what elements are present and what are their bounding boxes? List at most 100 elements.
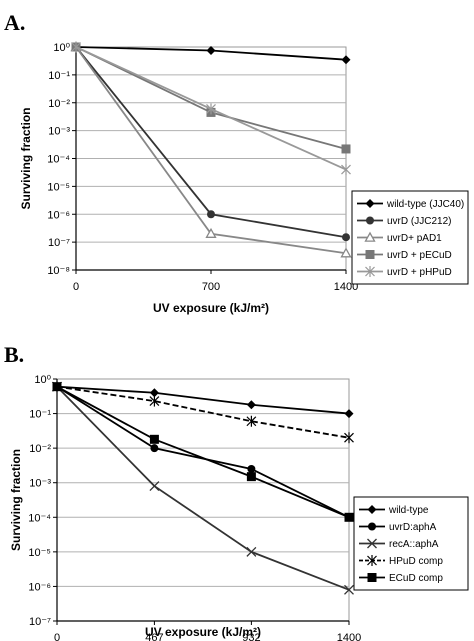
- panel-a-data-point: [206, 45, 216, 55]
- panel-a-y-axis-label: Surviving fraction: [19, 107, 33, 209]
- panel-b-data-point: [246, 472, 256, 482]
- panel-b-series-line: [56, 385, 350, 519]
- panel-b-y-tick-label: 10⁻⁵: [28, 547, 51, 559]
- panel-b-data-point: [52, 382, 62, 392]
- panel-b-legend-marker: [367, 538, 377, 549]
- panel-b-series-line: [56, 385, 350, 415]
- panel-a-y-tick-label: 10⁻³: [48, 126, 70, 138]
- panel-b-legend-marker: [368, 522, 376, 531]
- panel-b-legend-label: wild-type: [388, 505, 429, 516]
- panel-a-data-point: [206, 103, 216, 115]
- panel-b-data-point: [344, 409, 354, 419]
- panel-b-series-line: [56, 386, 350, 591]
- panel-b-data-point: [149, 481, 160, 492]
- panel-b-data-point: [247, 464, 256, 473]
- panel-a-legend: wild-type (JJC40) uvrD (JJC212) uvrD+ pAD1…: [351, 190, 469, 285]
- panel-b-y-tick-label: 10⁻³: [29, 478, 51, 490]
- panel-b-data-point: [150, 444, 159, 453]
- panel-a-y-tick-label: 10⁰: [53, 42, 70, 54]
- panel-b-data-point: [149, 395, 160, 407]
- panel-b-legend-item: recA::aphA: [359, 538, 439, 550]
- panel-a-legend-marker: [364, 231, 376, 242]
- panel-b-y-tick-labels: 10⁰ 10⁻¹ 10⁻² 10⁻³ 10⁻⁴ 10⁻⁵ 10⁻⁶ 10⁻⁷: [28, 374, 57, 628]
- panel-a-legend-item: uvrD+ pAD1: [357, 231, 442, 244]
- panel-b-gridlines: [57, 413, 349, 587]
- panel-a-data-point: [341, 144, 351, 154]
- panel-a-series-5: [71, 41, 351, 176]
- panel-a-legend-label: uvrD + pECuD: [387, 250, 452, 261]
- panel-b-data-point: [246, 546, 257, 557]
- panel-b: B. 10⁰ 10⁻¹ 10⁻² 10⁻³ 10⁻⁴ 10⁻⁵ 10⁻⁶ 10⁻⁷0 467 932…: [4, 342, 469, 641]
- panel-a-label: A.: [4, 10, 25, 35]
- panel-a-legend-marker: [365, 266, 375, 277]
- panel-b-y-tick-label: 10⁻⁶: [28, 581, 51, 593]
- panel-b-data-point: [344, 512, 354, 522]
- panel-b-data-point: [149, 434, 159, 444]
- panel-a-series: [70, 41, 352, 258]
- panel-b-data-point: [344, 584, 354, 595]
- panel-a-data-point: [205, 227, 217, 238]
- panel-a-x-axis-label: UV exposure (kJ/m²): [153, 301, 269, 315]
- panel-a-x-tick-labels: 0 700 1400: [73, 270, 358, 293]
- panel-b-y-tick-label: 10⁰: [34, 374, 51, 386]
- panel-a-data-point: [340, 247, 352, 258]
- panel-b-label: B.: [4, 342, 24, 367]
- panel-b-series-5: [52, 382, 354, 522]
- panel-a-legend-label: uvrD (JJC212): [387, 216, 451, 227]
- panel-b-legend-marker: [367, 505, 377, 514]
- panel-b-x-tick-label: 0: [54, 632, 60, 641]
- panel-b-y-tick-label: 10⁻¹: [29, 409, 51, 421]
- panel-a-data-point: [71, 41, 81, 53]
- panel-a-legend-item: uvrD + pECuD: [357, 250, 452, 261]
- panel-b-legend-marker: [367, 573, 377, 582]
- panel-b-data-point: [344, 432, 354, 444]
- panel-a-legend-marker: [366, 216, 374, 225]
- panel-b-x-tick-label: 1400: [337, 632, 361, 641]
- panel-b-y-tick-label: 10⁻⁴: [28, 512, 51, 524]
- panel-a-legend-item: wild-type (JJC40): [357, 199, 464, 210]
- panel-a-y-tick-label: 10⁻²: [48, 98, 70, 110]
- panel-a-y-tick-label: 10⁻⁴: [47, 154, 70, 166]
- panel-a-legend-label: uvrD + pHPuD: [387, 267, 452, 278]
- panel-b-series: [52, 381, 354, 595]
- panel-b-legend-item: uvrD:aphA: [359, 522, 437, 533]
- panel-b-data-point: [246, 415, 257, 427]
- panel-b-y-tick-label: 10⁻²: [29, 443, 51, 455]
- panel-a-legend-marker: [365, 250, 375, 259]
- panel-a-data-point: [342, 233, 350, 242]
- panel-b-legend-item: ECuD comp: [359, 573, 443, 584]
- panel-b-x-tick-labels: 0 467 932 1400: [54, 621, 361, 641]
- panel-a-data-point: [341, 55, 351, 65]
- panel-a-y-tick-labels: 10⁰ 10⁻¹ 10⁻² 10⁻³ 10⁻⁴ 10⁻⁵ 10⁻⁶ 10⁻⁷ 10⁻⁸: [47, 42, 76, 277]
- panel-b-legend-item: HPuD comp: [359, 555, 443, 567]
- panel-b-legend-label: recA::aphA: [389, 539, 439, 550]
- panel-a-y-tick-label: 10⁻⁷: [48, 237, 70, 249]
- panel-b-y-tick-label: 10⁻⁷: [29, 616, 51, 628]
- panel-b-x-tick-label: 932: [242, 632, 260, 641]
- panel-a-data-point: [341, 164, 351, 176]
- panel-b-data-point: [149, 388, 159, 398]
- panel-a-legend-label: uvrD+ pAD1: [387, 233, 442, 244]
- panel-b-series-line: [56, 385, 350, 439]
- panel-b-x-axis-label: UV exposure (kJ/m²): [145, 625, 261, 639]
- panel-a-y-tick-label: 10⁻⁵: [47, 181, 70, 193]
- panel-a-y-tick-label: 10⁻¹: [48, 70, 70, 82]
- panel-a-legend-label: wild-type (JJC40): [386, 199, 464, 210]
- panel-b-legend-item: wild-type: [359, 505, 429, 516]
- panel-a-y-tick-label: 10⁻⁸: [47, 265, 70, 277]
- panel-a-y-tick-label: 10⁻⁶: [47, 209, 70, 221]
- panel-b-y-axis-label: Surviving fraction: [9, 449, 23, 551]
- panel-b-legend-label: ECuD comp: [389, 573, 443, 584]
- panel-a-legend-item: uvrD (JJC212): [357, 216, 451, 227]
- panel-a-x-tick-label: 700: [202, 281, 220, 293]
- panel-b-plot-area: [56, 378, 350, 622]
- panel-b-legend-marker: [367, 555, 377, 566]
- panel-b-data-point: [246, 400, 256, 410]
- panel-a-data-point: [207, 210, 215, 219]
- panel-a-legend-marker: [365, 199, 375, 208]
- panel-b-legend-label: uvrD:aphA: [389, 522, 437, 533]
- panel-b-x-tick-label: 467: [145, 632, 163, 641]
- panel-a-legend-item: uvrD + pHPuD: [357, 266, 452, 278]
